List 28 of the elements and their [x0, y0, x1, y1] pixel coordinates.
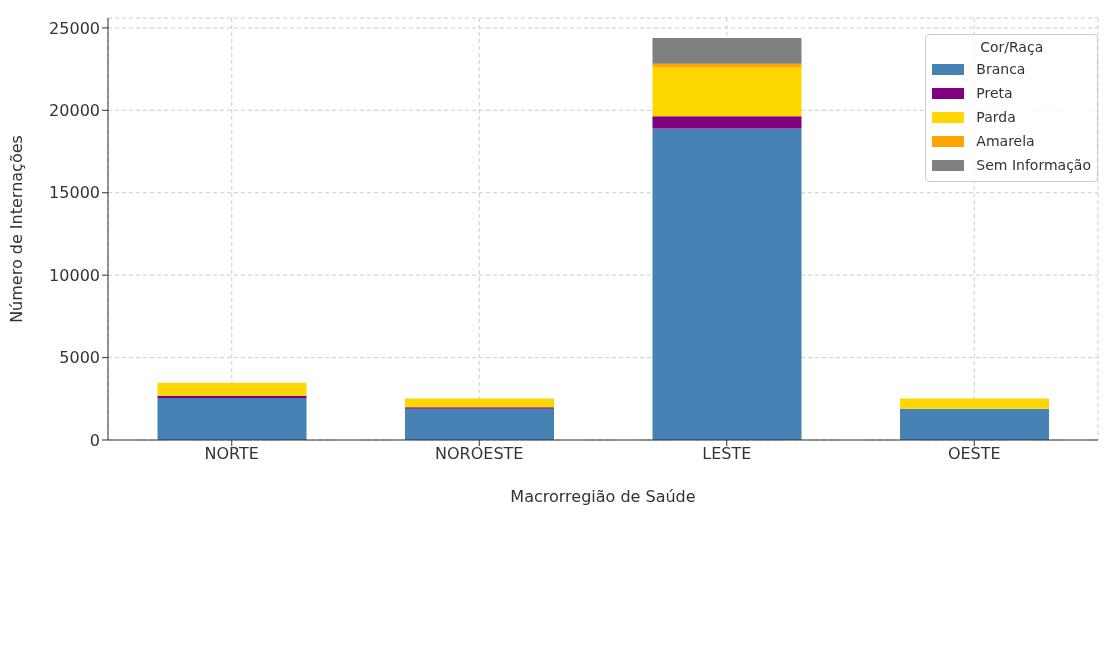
- x-tick-label: LESTE: [702, 444, 752, 464]
- y-tick-label: 15000: [49, 183, 100, 203]
- x-tick-label: NOROESTE: [435, 444, 524, 464]
- bar: [405, 408, 554, 440]
- legend-label: Branca: [976, 61, 1026, 77]
- y-tick-label: 0: [89, 430, 100, 450]
- bar: [157, 397, 307, 440]
- x-tick-label: OESTE: [947, 444, 1001, 464]
- x-tick-label: NORTE: [204, 444, 259, 464]
- x-axis-title: Macrorregião de Saúde: [510, 487, 696, 506]
- bar: [652, 128, 802, 440]
- legend-label: Preta: [976, 85, 1013, 101]
- y-tick-label: 20000: [49, 100, 100, 120]
- bar: [157, 382, 307, 396]
- bar: [652, 37, 802, 64]
- legend-title: Cor/Raça: [979, 39, 1045, 55]
- bar: [900, 408, 1049, 440]
- y-tick-label: 25000: [49, 18, 100, 38]
- legend-label: Sem Informação: [976, 157, 1091, 173]
- legend-label: Amarela: [976, 133, 1035, 149]
- y-tick-label: 5000: [59, 348, 100, 368]
- bar: [652, 67, 802, 117]
- bar: [900, 398, 1049, 409]
- bar: [405, 398, 554, 408]
- y-tick-label: 10000: [49, 265, 100, 285]
- y-axis-title: Número de Internações: [6, 135, 26, 323]
- bar: [652, 116, 802, 129]
- legend-label: Parda: [976, 109, 1016, 125]
